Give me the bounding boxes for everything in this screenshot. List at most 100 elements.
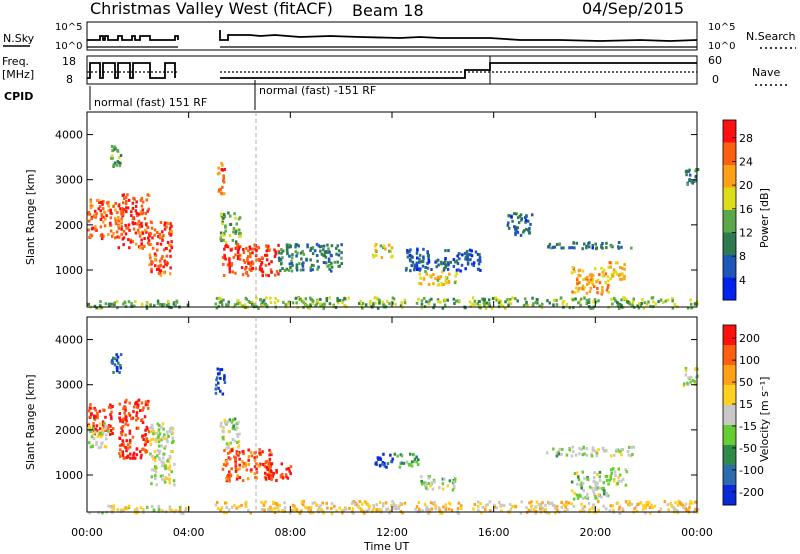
heatmap-cell	[518, 214, 521, 218]
heatmap-cell	[255, 467, 258, 471]
heatmap-cell	[586, 477, 589, 481]
heatmap-cell	[494, 296, 498, 300]
heatmap-cell	[514, 297, 517, 301]
heatmap-cell	[410, 464, 414, 468]
heatmap-cell	[233, 455, 236, 459]
heatmap-cell	[113, 363, 117, 367]
heatmap-cell	[290, 509, 293, 513]
heatmap-cell	[649, 511, 652, 515]
power-colorbar-label: Power [dB]	[758, 188, 771, 248]
heatmap-cell	[466, 261, 470, 265]
heatmap-cell	[525, 506, 528, 510]
heatmap-cell	[228, 234, 232, 237]
heatmap-cell	[301, 250, 304, 253]
nave-tick-bottom: 0	[712, 73, 719, 86]
heatmap-cell	[219, 231, 223, 235]
heatmap-cell	[454, 477, 457, 481]
heatmap-cell	[378, 456, 382, 460]
heatmap-cell	[579, 303, 582, 307]
heatmap-cell	[594, 481, 597, 485]
heatmap-cell	[654, 302, 657, 306]
heatmap-cell	[538, 304, 541, 308]
heatmap-cell	[101, 200, 105, 204]
heatmap-cell	[228, 470, 231, 474]
heatmap-cell	[147, 236, 150, 240]
heatmap-cell	[588, 273, 592, 277]
heatmap-cell	[571, 290, 574, 294]
heatmap-cell	[247, 261, 250, 265]
heatmap-cell	[582, 446, 585, 450]
heatmap-cell	[139, 210, 143, 214]
heatmap-cell	[617, 450, 621, 454]
heatmap-cell	[270, 270, 273, 274]
heatmap-cell	[158, 259, 162, 263]
heatmap-cell	[116, 508, 119, 512]
heatmap-cell	[415, 505, 419, 509]
heatmap-cell	[694, 169, 697, 173]
heatmap-cell	[532, 302, 535, 306]
heatmap-cell	[536, 301, 539, 305]
heatmap-cell	[161, 509, 164, 513]
heatmap-cell	[581, 247, 584, 251]
heatmap-cell	[277, 256, 281, 260]
heatmap-cell	[580, 447, 583, 451]
heatmap-cell	[118, 371, 121, 374]
heatmap-cell	[663, 500, 667, 504]
heatmap-cell	[333, 504, 336, 508]
heatmap-cell	[645, 302, 649, 306]
heatmap-cell	[122, 243, 125, 247]
heatmap-cell	[570, 489, 574, 493]
heatmap-cell	[464, 306, 467, 310]
heatmap-cell	[416, 248, 419, 252]
heatmap-cell	[124, 232, 128, 236]
heatmap-cell	[151, 504, 154, 508]
heatmap-cell	[582, 489, 585, 493]
heatmap-cell	[469, 304, 472, 308]
heatmap-cell	[579, 274, 582, 278]
heatmap-cell	[607, 283, 610, 287]
colorbar-tick-label: 200	[739, 332, 760, 345]
heatmap-cell	[603, 449, 606, 453]
heatmap-cell	[568, 246, 571, 250]
heatmap-cell	[550, 246, 553, 250]
heatmap-cell	[150, 475, 154, 479]
heatmap-cell	[249, 450, 253, 454]
heatmap-cell	[590, 506, 594, 510]
heatmap-cell	[363, 511, 366, 515]
heatmap-cell	[609, 277, 613, 281]
heatmap-cell	[400, 454, 404, 458]
heatmap-cell	[148, 194, 151, 197]
heatmap-cell	[250, 468, 253, 472]
heatmap-cell	[179, 508, 182, 512]
heatmap-cell	[564, 505, 567, 509]
heatmap-cell	[222, 298, 225, 302]
heatmap-cell	[122, 407, 125, 411]
heatmap-cell	[156, 422, 160, 426]
heatmap-cell	[267, 262, 271, 266]
heatmap-cell	[417, 463, 420, 467]
heatmap-cell	[299, 251, 303, 255]
heatmap-cell	[486, 503, 489, 506]
heatmap-cell	[662, 301, 665, 304]
heatmap-cell	[129, 452, 132, 456]
heatmap-cell	[516, 299, 519, 303]
heatmap-cell	[90, 412, 93, 416]
heatmap-cell	[359, 299, 362, 303]
heatmap-cell	[420, 302, 424, 306]
heatmap-cell	[590, 452, 593, 456]
heatmap-cell	[310, 263, 314, 267]
heatmap-cell	[104, 433, 108, 437]
heatmap-cell	[167, 473, 171, 477]
heatmap-cell	[288, 511, 292, 515]
heatmap-cell	[591, 274, 595, 278]
heatmap-cell	[113, 145, 117, 149]
heatmap-cell	[297, 244, 301, 248]
heatmap-cell	[220, 213, 224, 217]
heatmap-cell	[95, 424, 99, 428]
heatmap-cell	[144, 211, 148, 215]
heatmap-cell	[388, 302, 391, 306]
nsky-panel: N.Sky 10^5 10^0 10^5 10^0 N.Search	[3, 21, 796, 52]
heatmap-cell	[155, 437, 158, 441]
heatmap-cell	[501, 304, 505, 308]
heatmap-cell	[137, 219, 141, 223]
